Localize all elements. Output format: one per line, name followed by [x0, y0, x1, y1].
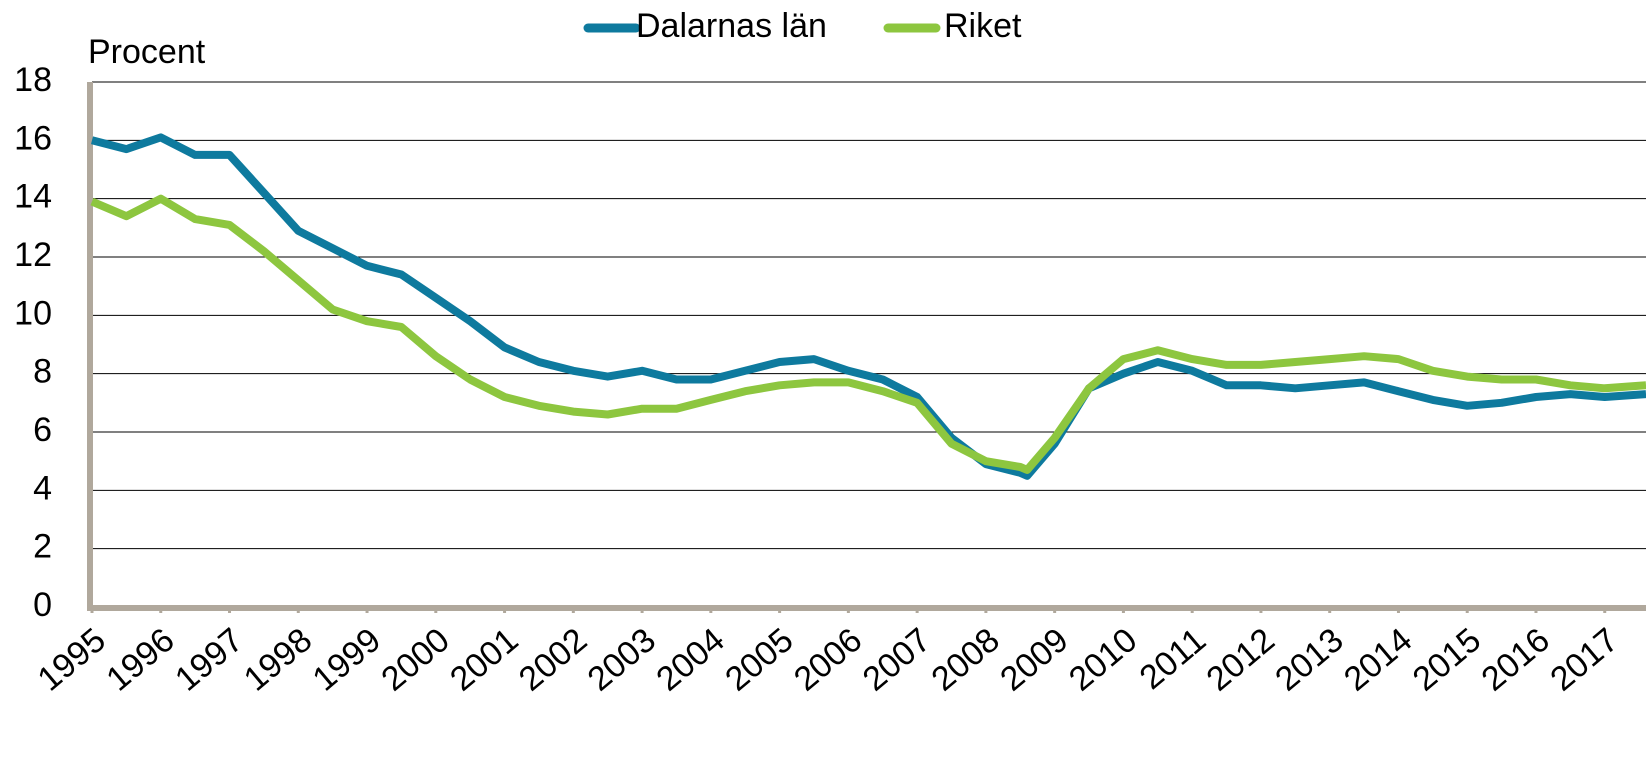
y-tick-label: 12 [14, 236, 52, 274]
y-tick-label: 0 [33, 586, 52, 624]
x-tick-label: 2017 [1543, 621, 1625, 699]
x-tick-label: 1998 [237, 621, 319, 699]
x-tick-label: 1999 [306, 621, 388, 699]
x-tick-label: 1997 [168, 621, 250, 699]
x-tick-label: 2014 [1337, 621, 1419, 699]
y-tick-label: 8 [33, 353, 52, 391]
y-tick-label: 2 [33, 528, 52, 566]
x-tick-label: 1995 [31, 621, 113, 699]
series-line [91, 133, 1646, 480]
y-tick-label: 10 [14, 294, 52, 332]
y-tick-label: 16 [14, 119, 52, 157]
x-tick-label: 2011 [1133, 621, 1213, 697]
x-tick-label: 2009 [993, 621, 1075, 699]
x-tick-label: 2004 [649, 621, 731, 699]
x-tick-label: 2010 [1062, 621, 1144, 699]
x-tick-label: 2006 [787, 621, 869, 699]
y-tick-label: 4 [33, 469, 52, 507]
legend-label: Dalarnas län [636, 7, 827, 45]
y-tick-label: 6 [33, 411, 52, 449]
series-line [90, 194, 1646, 474]
y-tick-label: 18 [14, 61, 52, 99]
x-tick-label: 2005 [718, 621, 800, 699]
y-axis-label: Procent [88, 33, 206, 71]
x-tick-label: 2002 [512, 621, 594, 699]
x-tick-label: 2008 [924, 621, 1006, 699]
x-tick-label: 2012 [1199, 621, 1281, 699]
legend-label: Riket [944, 7, 1022, 45]
x-tick-label: 2013 [1268, 621, 1350, 699]
x-tick-label: 1996 [99, 621, 181, 699]
x-tick-label: 2007 [856, 621, 938, 699]
x-tick-label: 2003 [581, 621, 663, 699]
x-tick-label: 2001 [443, 621, 525, 699]
x-tick-label: 2000 [374, 621, 456, 699]
y-tick-label: 14 [14, 178, 52, 216]
x-tick-label: 2016 [1475, 621, 1557, 699]
x-tick-label: 2015 [1406, 621, 1488, 699]
